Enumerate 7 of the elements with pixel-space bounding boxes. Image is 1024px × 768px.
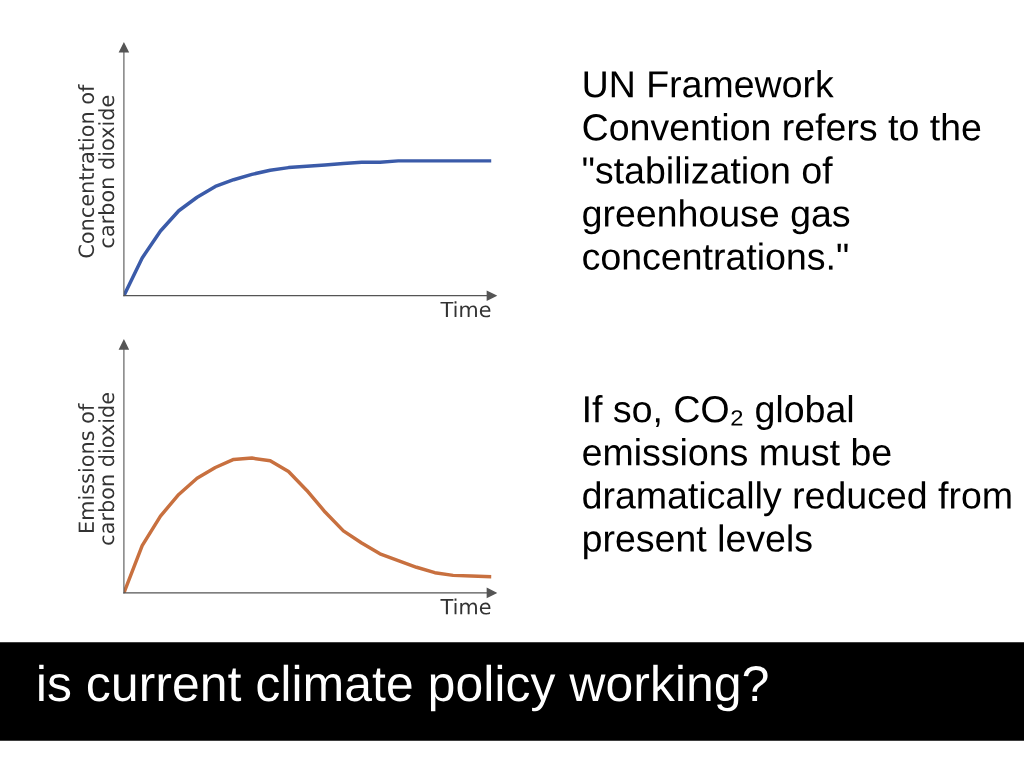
x-axis-title: Time: [440, 301, 491, 318]
text: UN Framework Convention refers to the "stabilization of greenhouse gas concentrations.": [583, 70, 981, 270]
text: If so, CO₂ global emissions must be dramatically reduced from present levels: [583, 395, 1011, 560]
y-axis-title: Emissions of carbon dioxide: [78, 393, 115, 545]
y-axis-title: Concentration of carbon dioxide: [78, 84, 115, 258]
text: is current climate policy working?: [39, 664, 768, 712]
x-axis-title: Time: [440, 598, 491, 615]
